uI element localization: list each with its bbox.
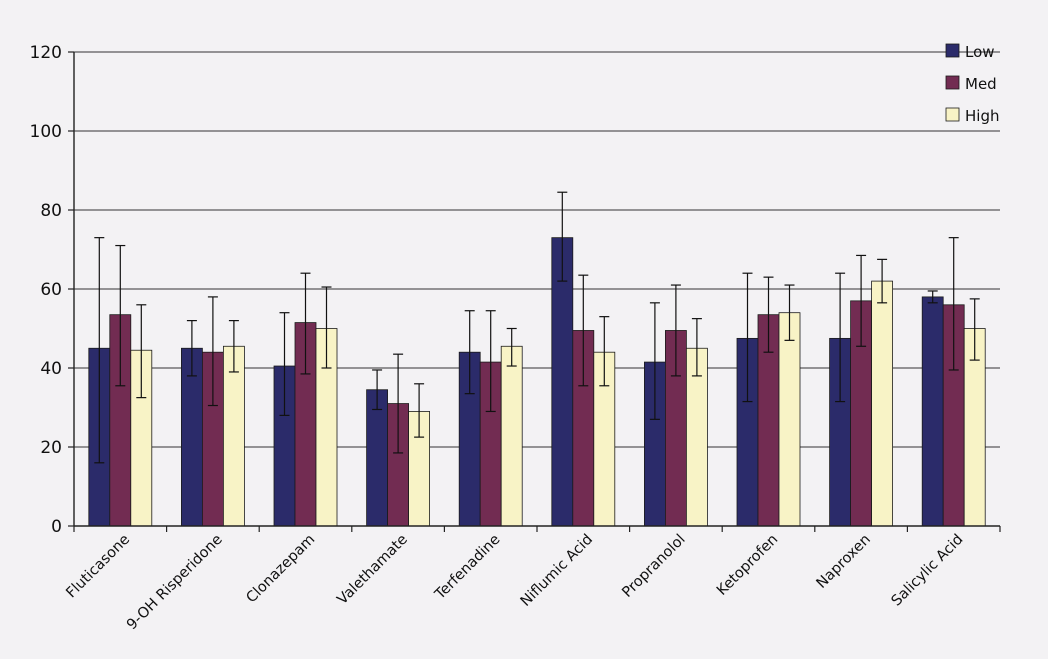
legend-swatch-low — [945, 43, 960, 58]
legend-label-high: High — [965, 107, 999, 125]
legend-label-low: Low — [965, 43, 995, 61]
category-label: Niflumic Acid — [518, 532, 596, 610]
legend-label-med: Med — [965, 75, 997, 93]
category-label: Naproxen — [814, 532, 874, 592]
bar-high-1 — [222, 345, 245, 527]
category-label: Terfenadine — [432, 531, 504, 603]
bar-low-9 — [921, 296, 944, 527]
category-label: Salicylic Acid — [889, 532, 967, 610]
bar-high-4 — [500, 345, 523, 527]
y-tick-label: 120 — [30, 43, 62, 63]
y-tick-label: 60 — [40, 280, 62, 300]
legend-swatch-med — [945, 75, 960, 90]
bar-high-7 — [778, 312, 801, 527]
y-tick-label: 20 — [40, 438, 62, 458]
category-label: 9-OH Risperidone — [124, 531, 226, 633]
category-label: Clonazepam — [243, 532, 318, 607]
y-tick-label: 80 — [40, 201, 62, 221]
y-tick-label: 40 — [40, 359, 62, 379]
category-label: Valethamate — [335, 531, 411, 607]
legend: Low Med High — [945, 43, 999, 125]
category-label: Fluticasone — [63, 531, 133, 601]
legend-swatch-high — [945, 107, 960, 122]
error-bars — [94, 191, 980, 464]
y-tick-label: 0 — [51, 517, 62, 537]
bars — [88, 237, 986, 527]
category-label: Ketoprofen — [714, 532, 781, 599]
bar-low-3 — [366, 389, 389, 527]
category-label: Propranolol — [619, 532, 688, 601]
y-tick-label: 100 — [30, 122, 62, 142]
bar-high-8 — [871, 280, 893, 527]
